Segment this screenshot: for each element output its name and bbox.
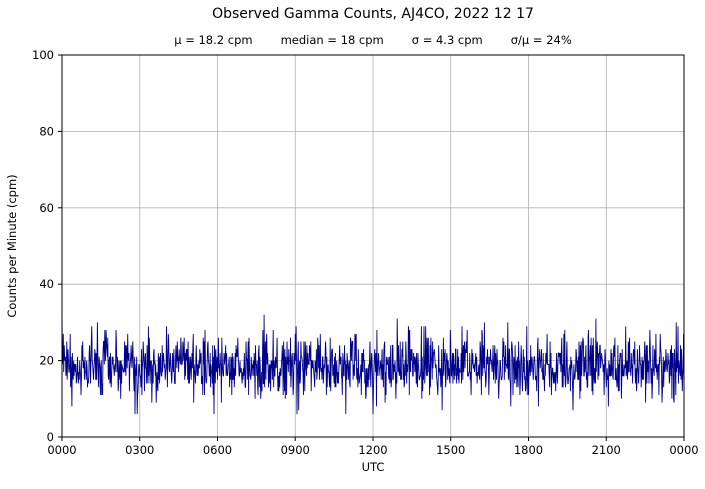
x-tick-label: 0000 [47, 443, 76, 457]
x-tick-label: 0600 [203, 443, 232, 457]
x-tick-label: 1500 [436, 443, 465, 457]
y-tick-label: 60 [39, 201, 54, 215]
x-tick-label: 0300 [125, 443, 154, 457]
y-tick-label: 0 [47, 430, 54, 444]
stat-median: median = 18 cpm [280, 33, 384, 47]
y-tick-label: 20 [39, 354, 54, 368]
stat-mean: μ = 18.2 cpm [174, 33, 253, 47]
y-tick-label: 80 [39, 124, 54, 138]
axis-tick-labels: 0 20 40 60 80 100 0000 0300 0600 0900 1200 1500 1800… [32, 48, 699, 457]
y-tick-label: 100 [32, 48, 54, 62]
x-tick-label: 2100 [592, 443, 621, 457]
y-tick-label: 40 [39, 277, 54, 291]
x-tick-label: 1200 [358, 443, 387, 457]
grid-lines [62, 55, 684, 437]
axis-ticks [58, 54, 685, 441]
stat-sigma: σ = 4.3 cpm [411, 33, 483, 47]
x-tick-label: 0900 [281, 443, 310, 457]
chart-title: Observed Gamma Counts, AJ4CO, 2022 12 17 [212, 6, 534, 22]
x-axis-label: UTC [362, 460, 385, 474]
stat-sigma-over-mean: σ/μ = 24% [510, 33, 572, 47]
x-tick-label: 0000 [669, 443, 698, 457]
y-axis-label: Counts per Minute (cpm) [5, 174, 19, 317]
gamma-counts-line [61, 310, 685, 415]
x-tick-label: 1800 [514, 443, 543, 457]
chart-subtitle: μ = 18.2 cpm median = 18 cpm σ = 4.3 cpm… [62, 33, 684, 47]
